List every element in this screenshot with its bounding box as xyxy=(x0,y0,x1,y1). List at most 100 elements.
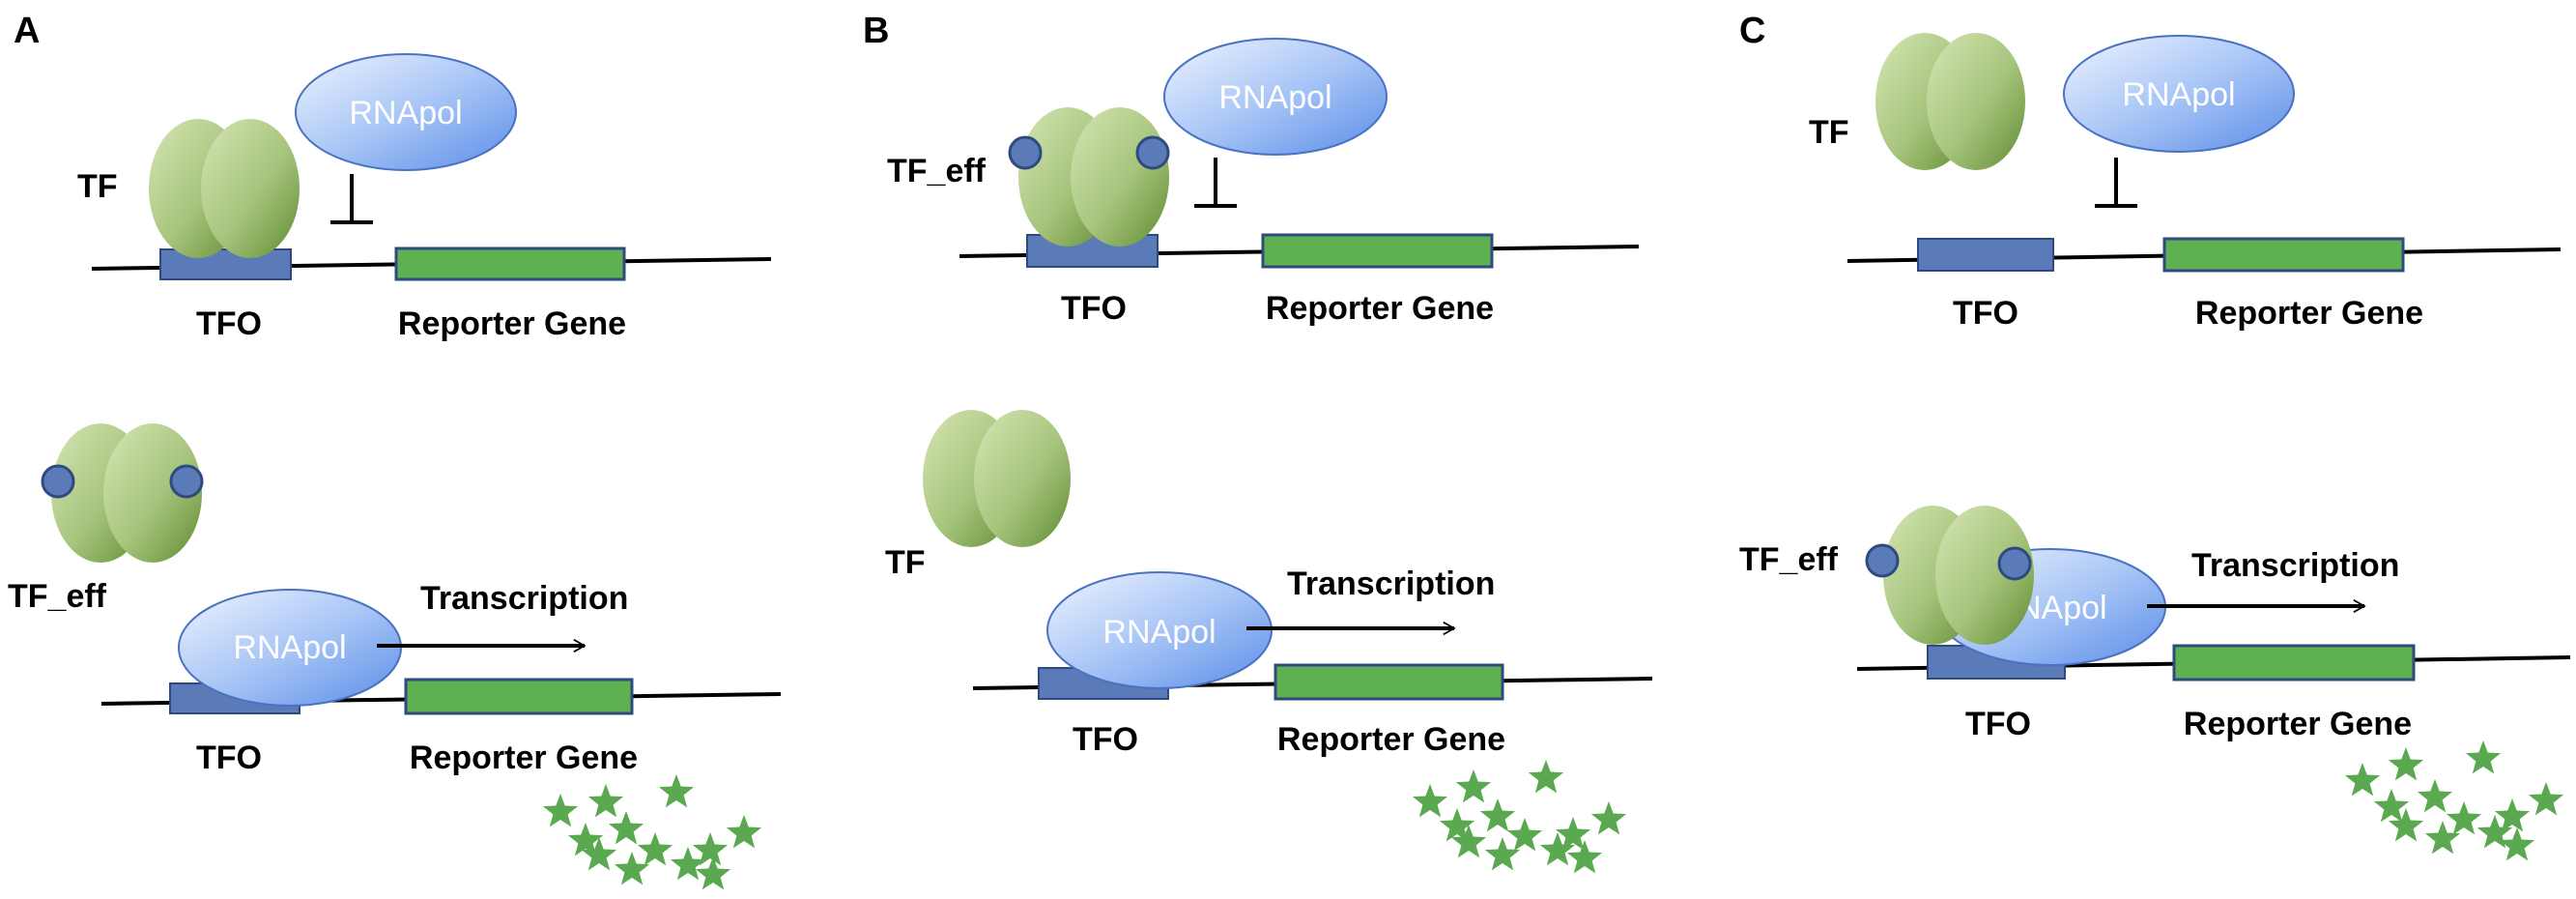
panel-c: C TF RNApol TFO Reporter Gene xyxy=(1739,11,2571,861)
star-icon xyxy=(2388,747,2424,781)
tfo-label: TFO xyxy=(1073,721,1138,758)
tf-dimer-icon xyxy=(149,119,300,258)
star-icon xyxy=(726,815,762,849)
reporter-gene-box xyxy=(404,678,634,715)
star-icon xyxy=(1439,808,1475,842)
rnapol-label: RNApol xyxy=(2122,76,2235,113)
star-icon xyxy=(2344,763,2381,797)
star-icon xyxy=(608,811,644,845)
tf-label: TF_eff xyxy=(8,578,107,615)
star-icon xyxy=(695,856,731,890)
panel-c-bottom: RNApol TF_eff Transcription TFO Reporter… xyxy=(1739,506,2571,861)
star-icon xyxy=(692,832,729,866)
tf-dimer-icon xyxy=(41,423,204,563)
star-icon xyxy=(2499,827,2535,861)
effector-dot-icon xyxy=(1135,135,1170,170)
inhibition-tbar-icon xyxy=(330,174,373,224)
panel-b-letter: B xyxy=(863,11,889,51)
tf-label: TF_eff xyxy=(1739,541,1839,578)
tfo-box xyxy=(1917,238,2054,272)
star-icon xyxy=(2465,740,2502,774)
panel-a-letter: A xyxy=(14,11,40,51)
star-icon xyxy=(581,837,617,871)
transcription-label: Transcription xyxy=(2191,547,2399,584)
star-icon xyxy=(658,774,695,808)
tf-dimer-icon xyxy=(1008,107,1170,246)
star-icon xyxy=(1455,769,1492,803)
inhibition-tbar-icon xyxy=(2095,158,2137,208)
tf-dimer-icon xyxy=(1875,33,2025,170)
effector-dot-icon xyxy=(1997,546,2032,581)
panel-b-top: TF_eff RNApol TFO Reporter Gene xyxy=(887,38,1640,327)
transcription-label: Transcription xyxy=(1287,566,1495,602)
rnapol-label: RNApol xyxy=(1102,614,1216,651)
reporter-gene-label: Reporter Gene xyxy=(398,305,626,342)
rnapol-ellipse-icon: RNApol xyxy=(178,589,402,707)
reporter-gene-box xyxy=(1274,663,1504,701)
star-icon xyxy=(1506,818,1543,852)
star-icon xyxy=(1484,837,1521,871)
reporter-gene-label: Reporter Gene xyxy=(2184,706,2412,742)
panel-a-top: TF RNApol TFO Reporter Gene xyxy=(77,53,772,342)
tfo-label: TFO xyxy=(1061,290,1127,327)
tf-label: TF_eff xyxy=(887,153,987,189)
star-icon xyxy=(2424,821,2461,855)
star-icon xyxy=(1590,801,1627,835)
star-icon xyxy=(2494,798,2531,832)
reporter-output-stars xyxy=(542,774,762,890)
star-icon xyxy=(1412,784,1448,818)
star-icon xyxy=(1528,760,1564,794)
star-icon xyxy=(2446,801,2482,835)
panel-b-bottom: TF RNApol Transcription TFO Reporter Gen… xyxy=(885,410,1653,874)
effector-dot-icon xyxy=(1865,543,1900,578)
transcription-label: Transcription xyxy=(420,580,628,617)
reporter-output-stars xyxy=(2344,740,2564,861)
effector-dot-icon xyxy=(169,464,204,499)
tf-label: TF xyxy=(1809,114,1849,151)
star-icon xyxy=(567,823,604,856)
effector-dot-icon xyxy=(1008,135,1043,170)
reporter-gene-box xyxy=(2162,237,2405,273)
star-icon xyxy=(2476,815,2513,849)
reporter-gene-label: Reporter Gene xyxy=(1277,721,1505,758)
panel-a-bottom: TF_eff RNApol Transcription TFO Reporter… xyxy=(8,423,782,890)
tfo-box xyxy=(159,248,292,280)
panel-c-top: TF RNApol TFO Reporter Gene xyxy=(1809,33,2562,332)
rnapol-ellipse-icon: RNApol xyxy=(1163,38,1388,156)
tfo-label: TFO xyxy=(196,740,262,776)
star-icon xyxy=(542,794,579,827)
rnapol-ellipse-icon: RNApol xyxy=(295,53,517,171)
tf-dimer-icon xyxy=(923,410,1071,547)
star-icon xyxy=(2388,808,2424,842)
star-icon xyxy=(1539,832,1576,866)
reporter-gene-label: Reporter Gene xyxy=(1266,290,1494,327)
rnapol-label: RNApol xyxy=(349,95,462,131)
star-icon xyxy=(587,784,624,818)
star-icon xyxy=(637,832,673,866)
star-icon xyxy=(1555,817,1591,851)
star-icon xyxy=(2528,782,2564,816)
inhibition-tbar-icon xyxy=(1194,158,1237,208)
star-icon xyxy=(1450,825,1487,858)
star-icon xyxy=(614,852,650,885)
star-icon xyxy=(2373,789,2410,823)
rnapol-ellipse-icon: RNApol xyxy=(2063,35,2295,153)
reporter-output-stars xyxy=(1412,760,1627,874)
tfo-label: TFO xyxy=(1965,706,2031,742)
tfo-label: TFO xyxy=(196,305,262,342)
rnapol-label: RNApol xyxy=(233,629,346,666)
tf-label: TF xyxy=(885,544,926,581)
rnapol-ellipse-icon: RNApol xyxy=(1046,571,1273,689)
panel-c-letter: C xyxy=(1739,11,1765,51)
effector-dot-icon xyxy=(41,464,75,499)
reporter-gene-box xyxy=(2172,644,2416,682)
rnapol-label: RNApol xyxy=(1218,79,1331,116)
reporter-gene-box xyxy=(394,246,626,281)
panel-b: B TF_eff RNApol TFO Reporter Gene xyxy=(863,11,1653,874)
reporter-gene-label: Reporter Gene xyxy=(410,740,638,776)
star-icon xyxy=(1566,840,1603,874)
star-icon xyxy=(2417,779,2453,813)
reporter-gene-label: Reporter Gene xyxy=(2195,295,2423,332)
tfo-label: TFO xyxy=(1953,295,2018,332)
